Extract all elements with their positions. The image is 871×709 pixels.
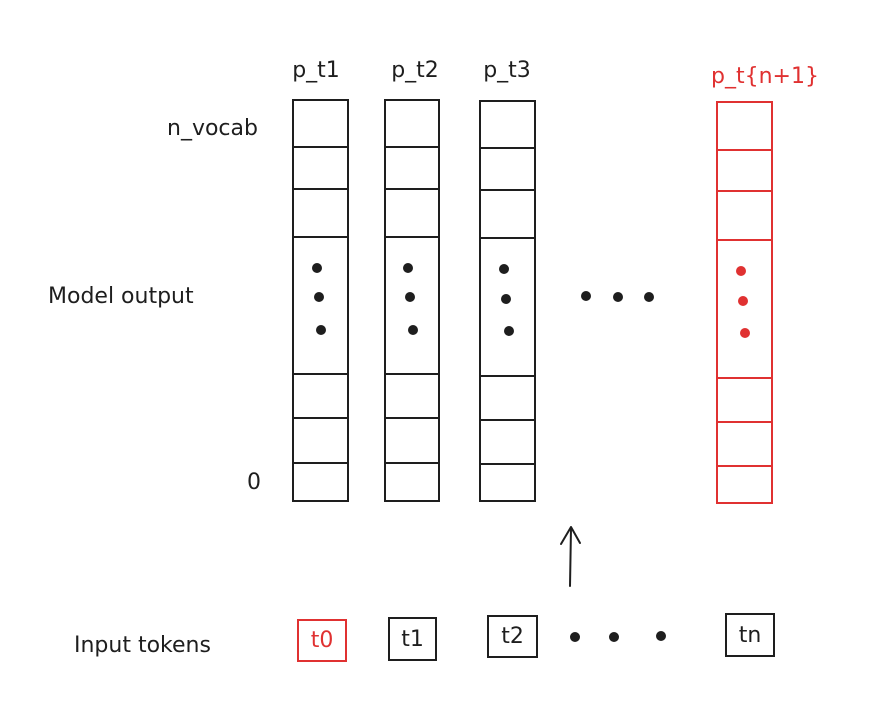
cell-divider [718,239,771,241]
cell-divider [386,236,438,238]
cell-divider [386,373,438,375]
cell-divider [386,417,438,419]
ellipsis-dot [740,328,750,338]
column-title-p-t3: p_t3 [483,58,531,83]
horizontal-ellipsis-dot [656,631,666,641]
cell-divider [481,237,534,239]
output-column-p-t2 [384,99,440,502]
ellipsis-dot [738,296,748,306]
cell-divider [718,190,771,192]
cell-divider [386,462,438,464]
cell-divider [481,419,534,421]
up-arrow-icon [560,526,581,587]
column-title-p-t2: p_t2 [391,58,439,83]
cell-divider [718,149,771,151]
horizontal-ellipsis-dot [581,291,591,301]
column-title-p-t1: p_t1 [292,58,340,83]
ellipsis-dot [504,326,514,336]
cell-divider [294,373,347,375]
cell-divider [718,377,771,379]
token-t2: t2 [487,615,538,658]
ellipsis-dot [314,292,324,302]
ellipsis-dot [316,325,326,335]
cell-divider [481,375,534,377]
horizontal-ellipsis-dot [609,632,619,642]
cell-divider [294,146,347,148]
cell-divider [718,465,771,467]
ellipsis-dot [501,294,511,304]
cell-divider [294,417,347,419]
cell-divider [294,462,347,464]
token-t1: t1 [388,617,437,661]
n-vocab-label: n_vocab [167,116,258,141]
cell-divider [718,421,771,423]
horizontal-ellipsis-dot [644,292,654,302]
cell-divider [481,463,534,465]
cell-divider [294,188,347,190]
cell-divider [386,146,438,148]
ellipsis-dot [408,325,418,335]
input-tokens-label: Input tokens [74,633,211,658]
cell-divider [481,189,534,191]
output-column-p-t-n-plus-1 [716,101,773,504]
cell-divider [294,236,347,238]
column-title-p-t-n-plus-1: p_t{n+1} [711,64,819,89]
cell-divider [386,188,438,190]
horizontal-ellipsis-dot [570,632,580,642]
ellipsis-dot [499,264,509,274]
cell-divider [481,147,534,149]
ellipsis-dot [405,292,415,302]
ellipsis-dot [312,263,322,273]
zero-label: 0 [247,470,261,495]
model-output-label: Model output [48,284,194,309]
output-column-p-t1 [292,99,349,502]
ellipsis-dot [403,263,413,273]
token-tn: tn [725,613,775,657]
token-t0: t0 [297,619,347,662]
horizontal-ellipsis-dot [613,292,623,302]
output-column-p-t3 [479,100,536,502]
ellipsis-dot [736,266,746,276]
